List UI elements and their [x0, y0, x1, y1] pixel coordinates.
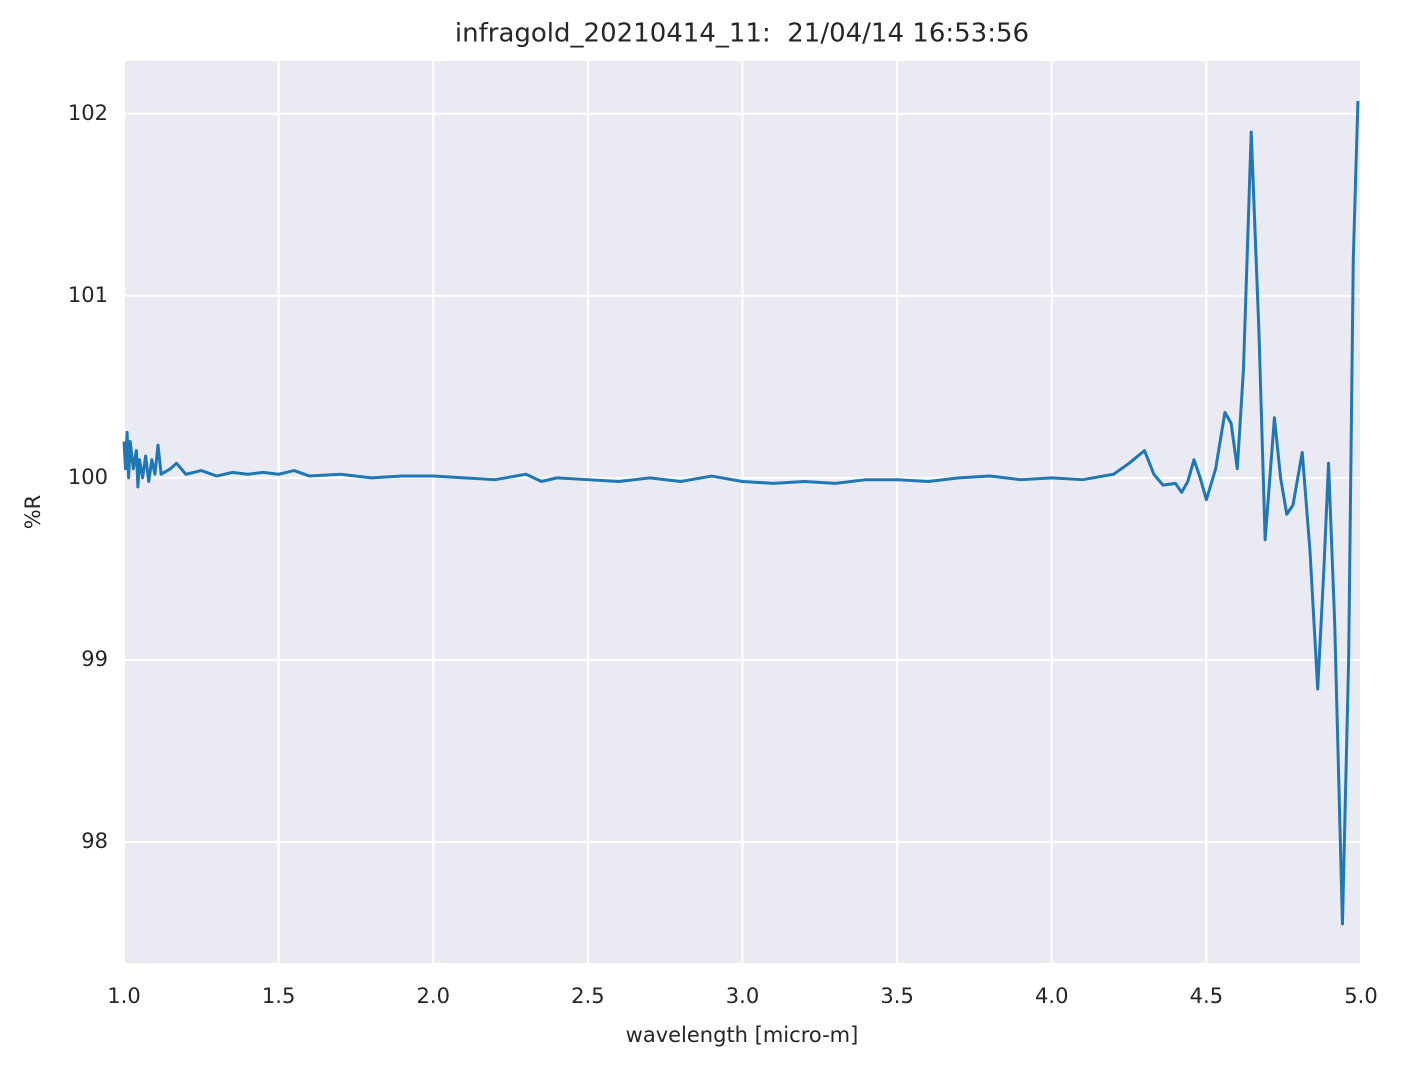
data-line: [122, 101, 1360, 926]
x-axis-label: wavelength [micro-m]: [626, 1023, 859, 1047]
y-tick-label: 101: [68, 283, 108, 307]
x-tick-label: 5.0: [1344, 984, 1377, 1008]
y-tick-label: 100: [68, 465, 108, 489]
chart-title: infragold_20210414_11: 21/04/14 16:53:56: [455, 19, 1029, 49]
x-tick-label: 4.0: [1035, 984, 1068, 1008]
x-tick-label: 3.0: [726, 984, 759, 1008]
x-tick-label: 2.0: [417, 984, 450, 1008]
y-tick-label: 98: [81, 829, 108, 853]
y-tick-label: 99: [81, 647, 108, 671]
x-tick-label: 1.5: [262, 984, 295, 1008]
y-axis-label: %R: [21, 495, 45, 530]
x-tick-label: 1.0: [107, 984, 140, 1008]
x-tick-label: 3.5: [880, 984, 913, 1008]
y-tick-label: 102: [68, 101, 108, 125]
x-tick-label: 2.5: [571, 984, 604, 1008]
x-tick-label: 4.5: [1190, 984, 1223, 1008]
